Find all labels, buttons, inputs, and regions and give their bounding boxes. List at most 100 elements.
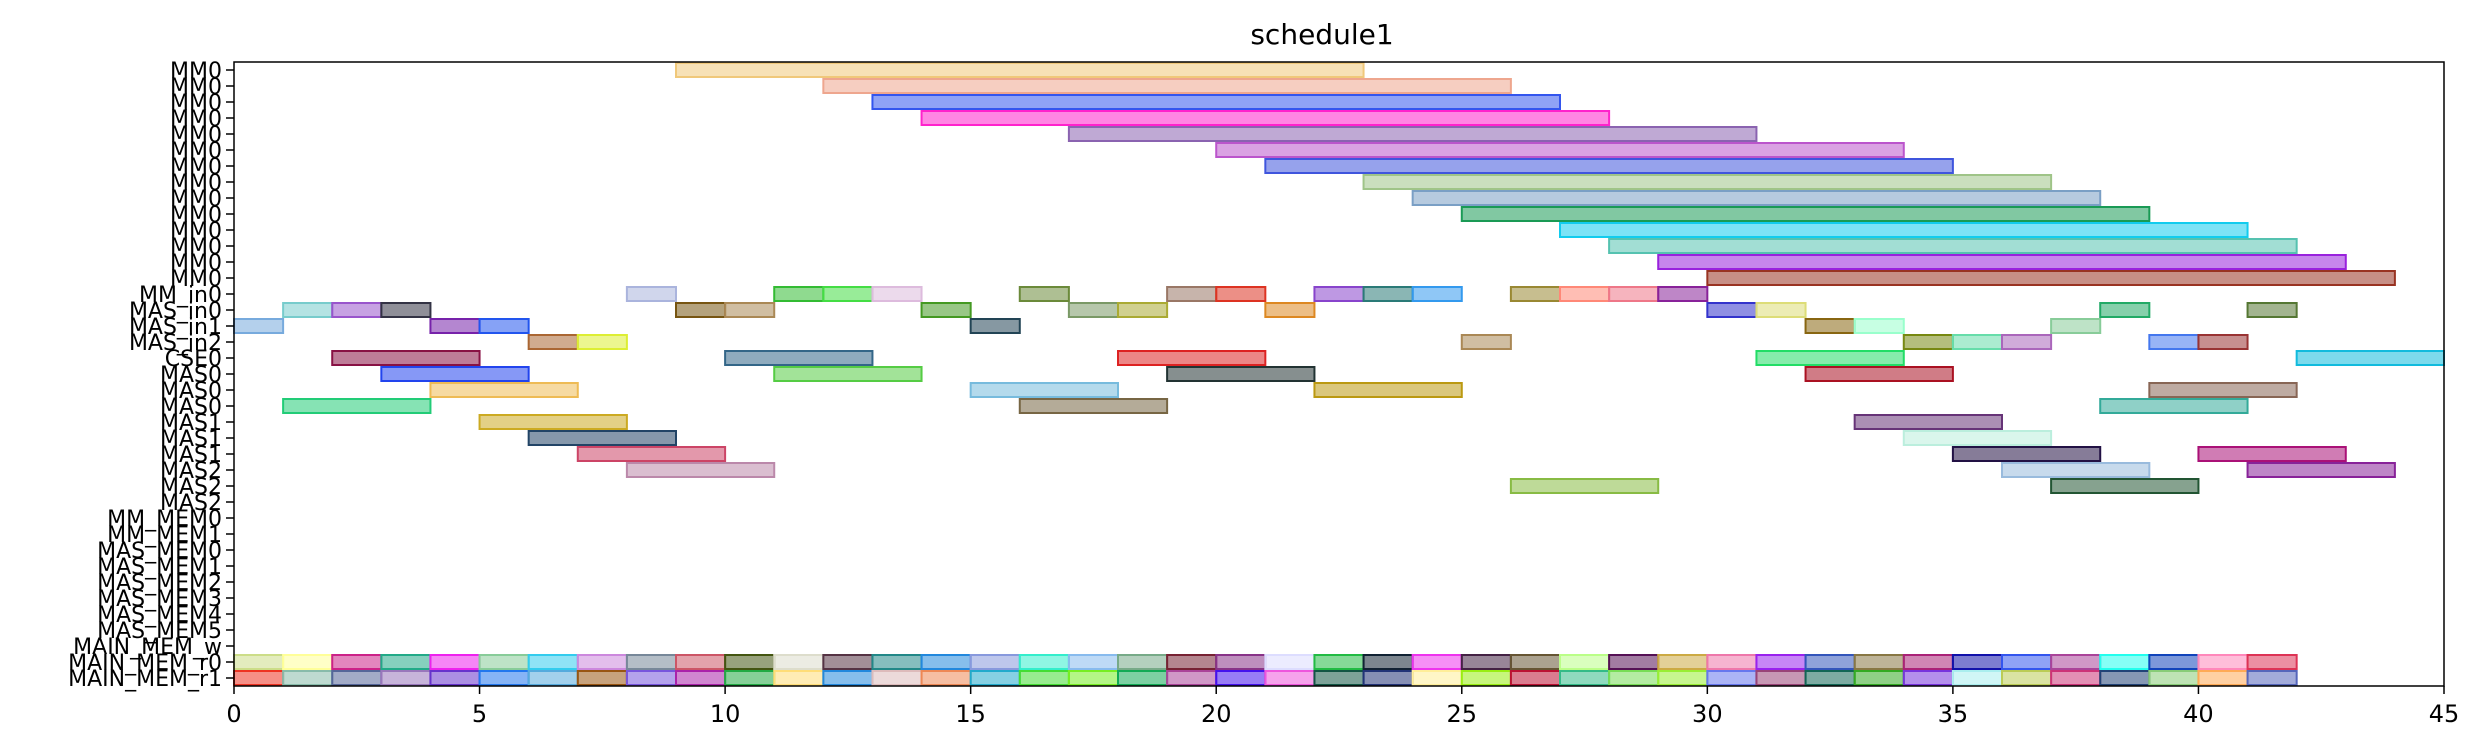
mem-bar-MAIN_MEM_r0-36: [2001, 654, 2053, 670]
mem-bar-MAIN_MEM_r1-7: [576, 670, 628, 686]
y-tick-label: MM0: [170, 203, 222, 228]
task-bar-21: [1313, 286, 1365, 302]
mem-bar-MAIN_MEM_r0-28: [1608, 654, 1660, 670]
y-tick-label: MAS_MEM4: [97, 603, 222, 628]
task-bar-68: [2148, 382, 2298, 398]
mem-bar-MAIN_MEM_r0-35: [1951, 654, 2004, 670]
task-bar-41: [233, 318, 285, 334]
mem-bar-MAIN_MEM_r0-4: [429, 654, 481, 670]
task-bar-72: [478, 414, 628, 430]
y-tick-label: MM_in0: [139, 283, 222, 308]
y-tick-label: MM0: [170, 251, 222, 276]
mem-bar-MAIN_MEM_r1-9: [675, 670, 727, 686]
task-bar-50: [1460, 334, 1512, 350]
task-bar-18: [1018, 286, 1070, 302]
task-bar-1: [822, 78, 1512, 94]
task-bar-46: [1853, 318, 1905, 334]
y-tick-label: MAS2: [160, 459, 222, 484]
y-tick-label: MM0: [170, 139, 222, 164]
task-bar-49: [576, 334, 628, 350]
mem-bar-MAIN_MEM_r1-40: [2197, 670, 2249, 686]
x-tick-label: 10: [710, 700, 741, 728]
task-bar-53: [2001, 334, 2053, 350]
mem-bar-MAIN_MEM_r1-5: [478, 670, 530, 686]
mem-bar-MAIN_MEM_r0-12: [822, 654, 874, 670]
mem-bar-MAIN_MEM_r1-12: [822, 670, 874, 686]
y-tick-label: MM0: [170, 91, 222, 116]
task-bar-16: [822, 286, 874, 302]
task-bar-42: [429, 318, 481, 334]
mem-bar-MAIN_MEM_r1-13: [871, 670, 923, 686]
task-bar-45: [1804, 318, 1856, 334]
task-bar-30: [380, 302, 432, 318]
y-tick-label: MAS_in1: [129, 315, 222, 340]
y-tick-label: MAS_MEM2: [97, 571, 222, 596]
task-bar-33: [920, 302, 972, 318]
mem-bar-MAIN_MEM_r1-31: [1755, 670, 1807, 686]
task-bar-5: [1215, 142, 1905, 158]
mem-bar-MAIN_MEM_r1-27: [1559, 670, 1611, 686]
mem-bar-MAIN_MEM_r0-27: [1559, 654, 1611, 670]
task-bar-9: [1460, 206, 2151, 222]
mem-bar-MAIN_MEM_r0-40: [2197, 654, 2249, 670]
mem-bar-MAIN_MEM_r0-18: [1117, 654, 1169, 670]
task-bar-27: [1657, 286, 1709, 302]
task-bar-25: [1559, 286, 1611, 302]
task-bar-40: [2246, 302, 2298, 318]
mem-bar-MAIN_MEM_r1-39: [2148, 670, 2200, 686]
mem-bar-MAIN_MEM_r0-23: [1362, 654, 1414, 670]
task-bar-35: [1117, 302, 1169, 318]
mem-bar-MAIN_MEM_r1-24: [1411, 670, 1463, 686]
y-tick-label: MM0: [170, 59, 222, 84]
task-bar-4: [1067, 126, 1758, 142]
task-bar-64: [1804, 366, 1954, 382]
y-tick-label: MAS_MEM5: [97, 619, 222, 644]
mem-bar-MAIN_MEM_r1-22: [1313, 670, 1365, 686]
task-bar-24: [1509, 286, 1562, 302]
task-bar-23: [1411, 286, 1463, 302]
mem-bar-MAIN_MEM_r0-9: [675, 654, 727, 670]
task-bar-59: [1755, 350, 1905, 366]
y-tick-label: MAS_in0: [129, 299, 222, 324]
x-tick-label: 25: [1447, 700, 1478, 728]
task-bar-14: [625, 286, 678, 302]
mem-bar-MAIN_MEM_r0-21: [1264, 654, 1316, 670]
y-tick-label: MAIN_MEM_r0: [68, 651, 222, 676]
task-bar-83: [2050, 478, 2200, 494]
mem-bar-MAIN_MEM_r0-11: [773, 654, 825, 670]
task-bar-20: [1215, 286, 1267, 302]
mem-bar-MAIN_MEM_r1-4: [429, 670, 481, 686]
task-bar-52: [1951, 334, 2004, 350]
y-tick-label: MAS1: [160, 443, 222, 468]
mem-bar-MAIN_MEM_r1-16: [1018, 670, 1070, 686]
task-bar-11: [1608, 238, 2298, 254]
chart-title: schedule1: [1250, 18, 1393, 51]
x-tick-label: 40: [2183, 700, 2214, 728]
mem-bar-MAIN_MEM_r0-0: [233, 654, 285, 670]
task-bar-65: [429, 382, 579, 398]
x-tick-label: 35: [1938, 700, 1969, 728]
task-bar-82: [1509, 478, 1660, 494]
mem-bar-MAIN_MEM_r1-20: [1215, 670, 1267, 686]
task-bar-10: [1559, 222, 2249, 238]
y-tick-label: MAS_MEM0: [97, 539, 222, 564]
task-bar-76: [576, 446, 727, 462]
mem-bar-MAIN_MEM_r1-35: [1951, 670, 2004, 686]
y-tick-label: MM0: [170, 219, 222, 244]
mem-bar-MAIN_MEM_r0-30: [1706, 654, 1758, 670]
task-bar-60: [2295, 350, 2446, 366]
mem-bar-MAIN_MEM_r1-14: [920, 670, 972, 686]
task-bar-79: [625, 462, 776, 478]
y-tick-label: MM0: [170, 235, 222, 260]
task-bar-36: [1264, 302, 1316, 318]
mem-bar-MAIN_MEM_r1-34: [1902, 670, 1954, 686]
y-tick-label: MAIN_MEM_r1: [68, 667, 222, 692]
mem-bar-MAIN_MEM_r1-10: [724, 670, 776, 686]
mem-bar-MAIN_MEM_r0-7: [576, 654, 628, 670]
mem-bar-MAIN_MEM_r0-16: [1018, 654, 1070, 670]
task-bar-12: [1657, 254, 2347, 270]
mem-bar-MAIN_MEM_r0-8: [625, 654, 678, 670]
task-bar-38: [1755, 302, 1807, 318]
mem-bar-MAIN_MEM_r1-3: [380, 670, 432, 686]
task-bar-54: [2148, 334, 2200, 350]
